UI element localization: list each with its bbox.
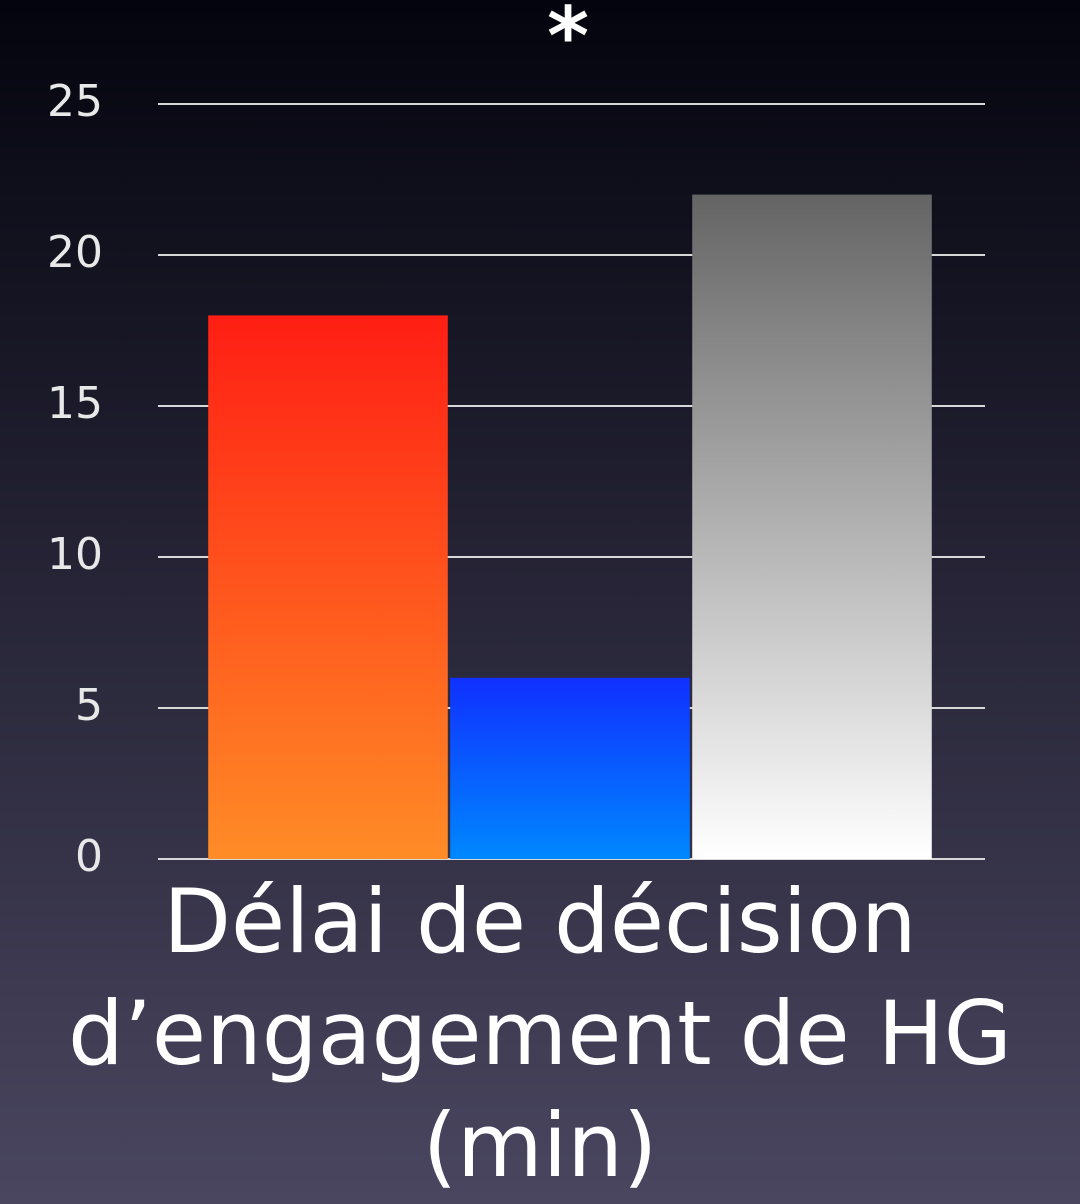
y-tick-label: 0	[75, 831, 103, 880]
bar	[450, 677, 690, 859]
bar	[208, 315, 448, 859]
chart: * 0 5 10 15 20 25	[47, 0, 985, 880]
y-tick-label: 15	[47, 378, 103, 429]
y-tick-label: 10	[47, 529, 103, 580]
y-tick-label: 20	[47, 227, 103, 278]
y-tick-label: 25	[47, 76, 103, 127]
annotation: *	[547, 0, 589, 83]
bar	[692, 194, 932, 860]
y-tick-label: 5	[75, 680, 103, 731]
chart-title: Délai de décision d’engagement de HG (mi…	[68, 870, 1012, 1197]
